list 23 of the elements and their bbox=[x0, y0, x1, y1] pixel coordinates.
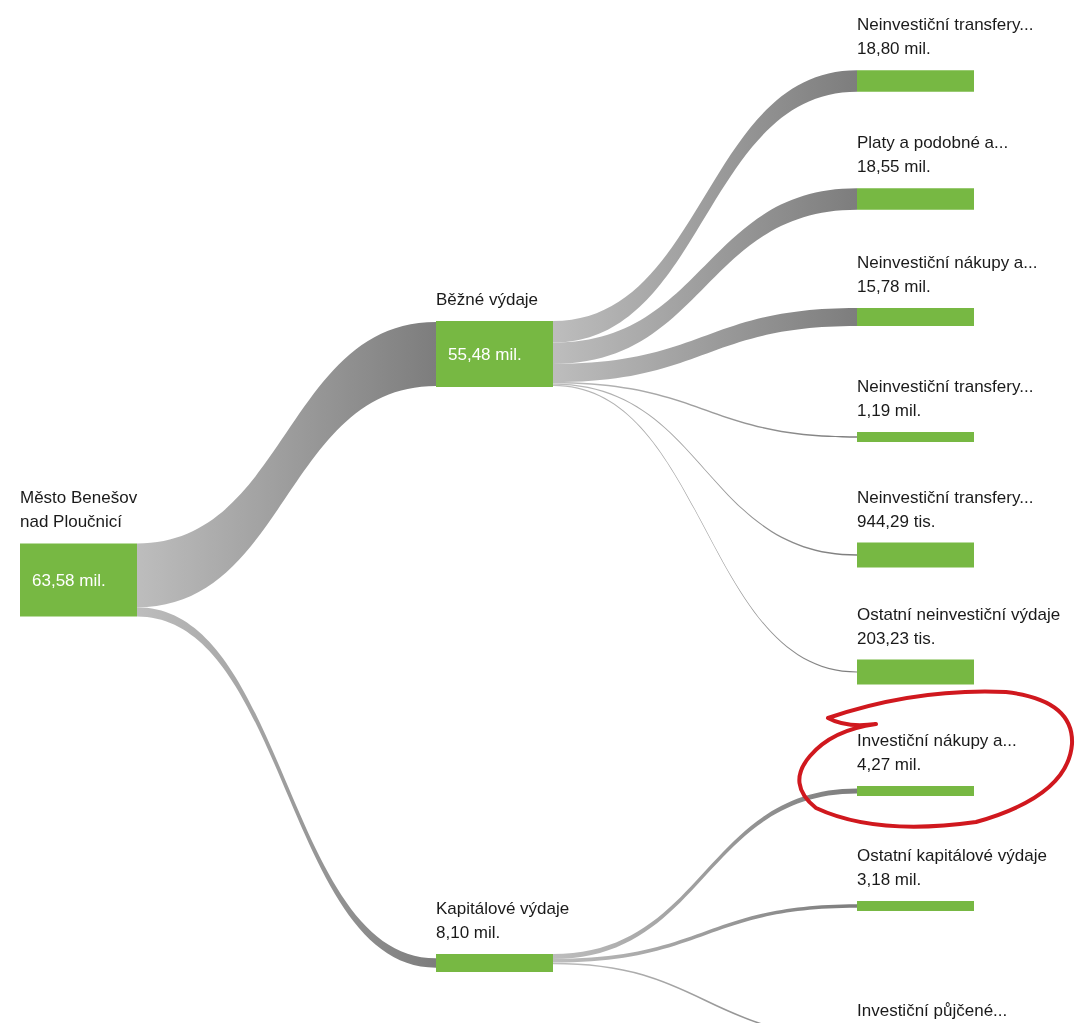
data-label: 4,27 mil. bbox=[857, 755, 922, 774]
data-label: 203,23 tis. bbox=[857, 628, 936, 648]
category-label: Neinvestiční transfery... bbox=[857, 15, 1034, 35]
category-label: Neinvestiční nákupy a... bbox=[857, 252, 1038, 272]
category-label: Neinvestiční transfery... bbox=[857, 377, 1034, 396]
category-label: Ostatní kapitálové výdaje bbox=[857, 846, 1047, 865]
data-label: 1,19 mil. bbox=[857, 401, 922, 420]
category-label: Kapitálové výdaje bbox=[436, 899, 570, 918]
data-label: 18,55 mil. bbox=[857, 157, 931, 177]
category-label: Město Benešov nad Ploučnicí bbox=[20, 488, 138, 532]
data-label: 8,10 mil. bbox=[436, 923, 501, 942]
category-label: Ostatní neinvestiční výdaje bbox=[857, 604, 1061, 624]
category-label: Běžné výdaje bbox=[436, 290, 539, 309]
data-label: 18,80 mil. bbox=[857, 39, 931, 59]
category-label: Neinvestiční transfery... bbox=[857, 487, 1034, 507]
data-label: 15,78 mil. bbox=[857, 276, 931, 296]
data-label: 63,58 mil. bbox=[32, 570, 106, 590]
data-label: 55,48 mil. bbox=[448, 344, 522, 364]
data-label: 3,18 mil. bbox=[857, 870, 922, 889]
category-label: Investiční půjčené... bbox=[857, 1001, 1008, 1020]
category-label: Platy a podobné a... bbox=[857, 133, 1009, 153]
category-label: Investiční nákupy a... bbox=[857, 731, 1017, 750]
data-label: 944,29 tis. bbox=[857, 511, 936, 531]
